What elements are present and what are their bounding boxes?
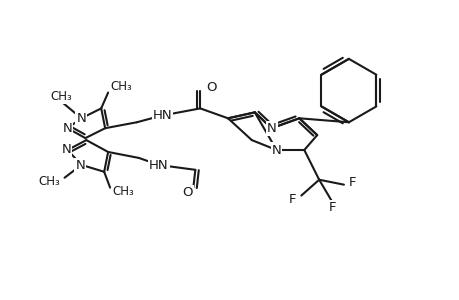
Text: F: F [328,201,335,214]
Text: CH₃: CH₃ [50,90,72,103]
Text: CH₃: CH₃ [112,185,134,198]
Text: CH₃: CH₃ [110,80,132,93]
Text: HN: HN [152,109,172,122]
Text: F: F [288,193,296,206]
Text: F: F [348,176,356,189]
Text: N: N [62,142,71,155]
Text: N: N [271,143,281,157]
Text: O: O [206,81,216,94]
Text: N: N [266,122,276,135]
Text: O: O [182,186,192,199]
Text: N: N [76,112,86,125]
Text: N: N [62,122,72,135]
Text: CH₃: CH₃ [39,175,61,188]
Text: HN: HN [149,159,168,172]
Text: N: N [75,159,85,172]
